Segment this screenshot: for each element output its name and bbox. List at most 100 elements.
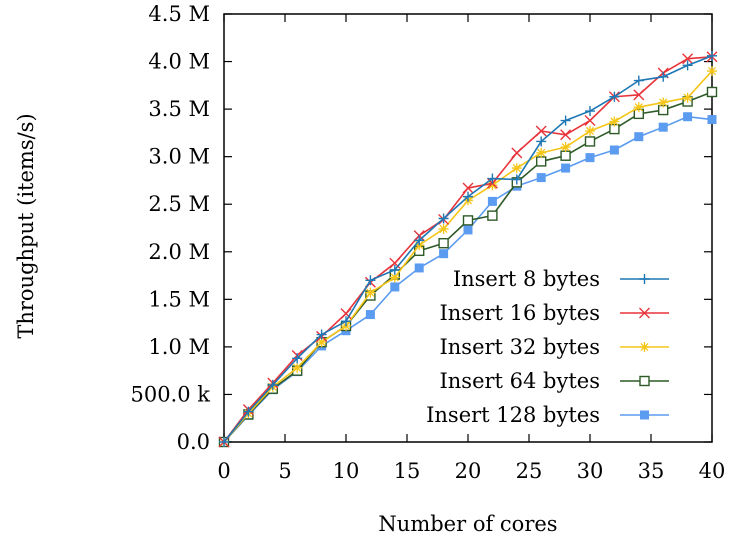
legend-label: Insert 32 bytes — [439, 335, 600, 359]
x-tick-label: 0 — [217, 459, 230, 483]
y-tick-label: 2.0 M — [148, 240, 210, 264]
legend-swatch-marker — [639, 375, 650, 387]
data-point — [511, 174, 522, 185]
data-point — [414, 263, 424, 273]
x-axis-title: Number of cores — [378, 512, 557, 536]
data-point — [536, 147, 547, 158]
data-point — [462, 215, 474, 226]
y-tick-label: 4.0 M — [148, 50, 210, 74]
data-point — [414, 235, 425, 246]
legend-swatch-marker — [640, 410, 649, 420]
data-point — [438, 238, 449, 249]
data-point — [560, 142, 571, 153]
data-point — [316, 337, 327, 348]
data-point — [658, 71, 669, 82]
x-tick-label: 25 — [516, 459, 543, 483]
y-tick-label: 4.5 M — [148, 2, 210, 26]
legend-item-insert-128-bytes: Insert 128 bytes — [426, 403, 669, 427]
x-tick-label: 15 — [394, 459, 421, 483]
data-point — [463, 225, 473, 235]
y-tick-label: 3.5 M — [148, 97, 210, 121]
legend-label: Insert 64 bytes — [439, 369, 600, 393]
data-point — [609, 116, 620, 127]
data-point — [584, 136, 596, 147]
data-point — [585, 153, 595, 163]
data-point — [536, 173, 546, 183]
y-tick-label: 0.0 — [177, 430, 210, 454]
legend-item-insert-16-bytes: Insert 16 bytes — [439, 301, 669, 325]
data-point — [535, 125, 547, 137]
x-tick-label: 40 — [699, 459, 726, 483]
data-point — [292, 362, 303, 373]
series-layer — [218, 50, 718, 448]
data-point — [341, 316, 351, 327]
data-point — [365, 275, 376, 286]
data-point — [487, 210, 498, 221]
data-point — [390, 282, 400, 292]
data-point — [561, 163, 571, 173]
legend: Insert 8 bytes Insert 16 bytes Insert 32 b… — [426, 267, 669, 427]
data-point — [707, 115, 717, 125]
data-point — [536, 156, 547, 167]
data-point — [584, 115, 596, 127]
x-tick-label: 10 — [333, 459, 360, 483]
data-point — [707, 66, 717, 77]
data-point — [292, 353, 303, 364]
data-point — [633, 102, 644, 113]
legend-label: Insert 8 bytes — [453, 267, 600, 291]
data-point — [658, 122, 668, 132]
x-tick-label: 30 — [577, 459, 604, 483]
x-tick-label: 20 — [455, 459, 482, 483]
data-point — [706, 86, 718, 98]
data-point — [682, 53, 694, 65]
data-point — [389, 272, 400, 283]
legend-item-insert-32-bytes: Insert 32 bytes — [439, 335, 669, 359]
data-point — [682, 60, 693, 71]
data-point — [463, 191, 473, 202]
x-tick-label: 35 — [638, 459, 665, 483]
y-tick-label: 500.0 k — [130, 382, 210, 406]
data-point — [585, 106, 595, 117]
data-point — [439, 249, 449, 259]
data-point — [219, 437, 229, 447]
data-point — [389, 264, 400, 275]
data-point — [609, 145, 619, 155]
y-axis-title: Throughput (items/s) — [14, 113, 38, 338]
data-point — [438, 213, 449, 224]
data-point — [633, 89, 645, 101]
data-point — [585, 125, 595, 136]
legend-label: Insert 16 bytes — [439, 301, 600, 325]
legend-label: Insert 128 bytes — [426, 403, 600, 427]
data-point — [487, 180, 498, 191]
data-point — [560, 129, 572, 141]
data-point — [683, 112, 693, 122]
data-point — [511, 163, 522, 174]
data-point — [365, 310, 375, 320]
data-point — [487, 196, 497, 206]
data-point — [462, 182, 474, 194]
data-point — [560, 150, 571, 161]
data-point — [560, 115, 571, 126]
legend-swatch-marker — [639, 274, 650, 284]
legend-item-insert-64-bytes: Insert 64 bytes — [439, 369, 669, 393]
data-point — [487, 173, 498, 184]
legend-item-insert-8-bytes: Insert 8 bytes — [453, 267, 669, 291]
data-point — [634, 132, 644, 142]
legend-swatch-marker — [639, 342, 650, 352]
y-tick-label: 1.0 M — [148, 335, 210, 359]
data-point — [633, 75, 644, 86]
data-point — [511, 147, 523, 159]
y-tick-label: 2.5 M — [148, 192, 210, 216]
data-point — [658, 97, 669, 108]
data-point — [243, 406, 254, 417]
x-tick-label: 5 — [278, 459, 291, 483]
data-point — [365, 287, 376, 298]
axes: 0 5 10 15 20 25 30 35 40 0.0 500.0 k 1.0 M 1.5 M 2.0 … — [130, 2, 725, 483]
data-point — [707, 50, 717, 61]
y-tick-label: 1.5 M — [148, 287, 210, 311]
data-point — [682, 92, 693, 103]
data-point — [609, 91, 620, 102]
y-tick-label: 3.0 M — [148, 145, 210, 169]
